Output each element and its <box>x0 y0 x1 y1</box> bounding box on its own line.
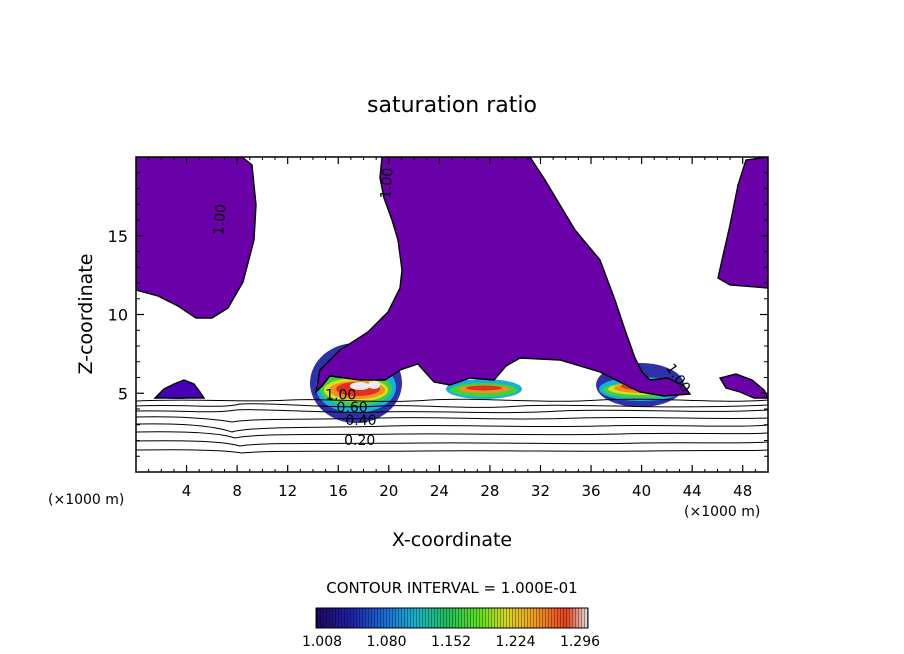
contour-label: 1.00 <box>378 167 397 199</box>
x-tick-label: 28 <box>480 482 499 500</box>
y-tick-label: 5 <box>118 384 128 403</box>
x-tick-label: 4 <box>182 482 192 500</box>
contour-label: 1.00 <box>211 203 230 235</box>
x-axis-ticks: 4 8 12 16 20 24 28 32 36 40 44 48 <box>148 157 756 500</box>
colorbar-tick-label: 1.224 <box>495 634 535 650</box>
colorbar <box>315 607 589 629</box>
y-axis-label: Z-coordinate <box>75 254 97 375</box>
y-axis-ticks: 5 10 15 <box>108 172 768 457</box>
x-unit-right: (×1000 m) <box>684 504 760 520</box>
contour-interval-note: CONTOUR INTERVAL = 1.000E-01 <box>326 579 577 597</box>
x-tick-label: 24 <box>430 482 449 500</box>
chart-title: saturation ratio <box>367 93 537 118</box>
x-tick-label: 48 <box>733 482 752 500</box>
x-tick-label: 12 <box>278 482 297 500</box>
y-tick-label: 10 <box>108 306 128 325</box>
contour-label: 0.60 <box>337 400 368 416</box>
x-tick-label: 20 <box>379 482 398 500</box>
x-tick-label: 8 <box>232 482 242 500</box>
colorbar-tick-label: 1.296 <box>560 634 600 650</box>
field-regions <box>136 157 768 454</box>
x-tick-label: 16 <box>329 482 348 500</box>
contour-label: 0.20 <box>344 433 375 449</box>
x-tick-label: 36 <box>581 482 600 500</box>
colorbar-tick-label: 1.080 <box>366 634 406 650</box>
x-unit-left: (×1000 m) <box>48 492 124 508</box>
surface-contour-lines <box>136 398 768 454</box>
x-tick-label: 44 <box>683 482 702 500</box>
colorbar-tick-label: 1.152 <box>431 634 471 650</box>
y-tick-label: 15 <box>108 227 128 246</box>
x-tick-label: 32 <box>531 482 550 500</box>
colorbar-tick-label: 1.008 <box>302 634 342 650</box>
contour-label: 0.40 <box>345 413 376 429</box>
contour-label: 1.00 <box>325 388 356 404</box>
x-tick-label: 40 <box>632 482 651 500</box>
x-axis-label: X-coordinate <box>392 529 512 551</box>
core-26-30 <box>446 379 522 399</box>
colorbar-ticks: 1.008 1.080 1.152 1.224 1.296 <box>302 634 600 650</box>
